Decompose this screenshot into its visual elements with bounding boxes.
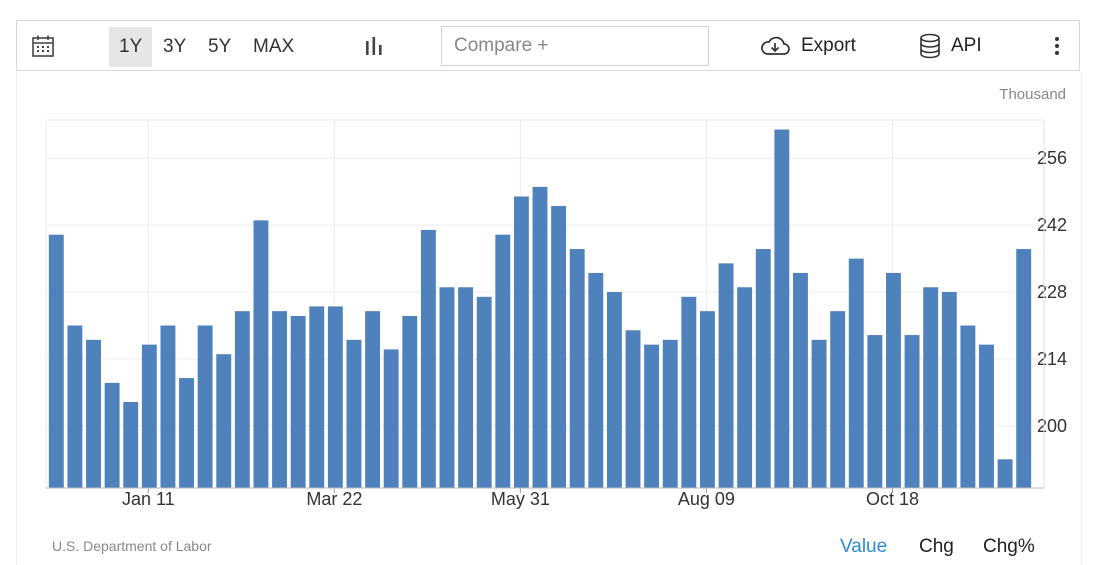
api-button[interactable]: API xyxy=(919,21,999,70)
x-tick-label: Mar 22 xyxy=(306,489,362,509)
bar xyxy=(532,186,548,488)
unit-label: Thousand xyxy=(999,86,1066,103)
bar xyxy=(365,311,381,488)
bar xyxy=(216,354,232,488)
bar xyxy=(123,401,139,488)
view-mode-chg[interactable]: Chg xyxy=(919,536,954,557)
bar xyxy=(867,335,883,488)
x-tick-label: Aug 09 xyxy=(678,489,735,509)
bar xyxy=(402,315,418,488)
y-tick-label: 228 xyxy=(1037,282,1067,302)
bar xyxy=(569,249,585,488)
bar xyxy=(960,325,976,488)
bar xyxy=(904,335,920,488)
more-vertical-icon[interactable] xyxy=(1047,21,1067,70)
compare-input[interactable] xyxy=(441,26,709,66)
bar xyxy=(551,206,567,488)
bar xyxy=(104,382,120,488)
bar xyxy=(830,311,846,488)
bar xyxy=(420,229,436,489)
database-icon xyxy=(919,33,941,59)
bar xyxy=(346,339,362,488)
range-max-button[interactable]: MAX xyxy=(253,36,295,57)
range-1y-button[interactable]: 1Y xyxy=(109,27,153,67)
bar xyxy=(699,311,715,488)
bar xyxy=(197,325,213,488)
bar xyxy=(290,315,306,488)
bar xyxy=(327,306,343,488)
bar xyxy=(513,196,529,488)
bar xyxy=(141,344,157,488)
view-mode-chg-percent[interactable]: Chg% xyxy=(983,536,1035,557)
bar xyxy=(644,344,660,488)
bar xyxy=(923,287,939,488)
bar xyxy=(383,349,399,488)
api-label: API xyxy=(951,34,982,56)
range-3y-button[interactable]: 3Y xyxy=(163,36,187,57)
y-tick-label: 242 xyxy=(1037,215,1067,235)
bar xyxy=(848,258,864,488)
bar xyxy=(48,234,64,488)
bar xyxy=(886,272,901,488)
x-tick-label: May 31 xyxy=(491,489,550,509)
export-button[interactable]: Export xyxy=(759,21,869,70)
export-label: Export xyxy=(801,34,856,56)
bar xyxy=(811,339,827,488)
bar xyxy=(160,325,176,488)
bar xyxy=(979,344,994,488)
bar xyxy=(774,129,790,488)
bar xyxy=(588,272,604,488)
view-mode-value[interactable]: Value xyxy=(840,536,888,557)
bar xyxy=(234,311,250,488)
bar xyxy=(458,287,474,488)
calendar-icon[interactable] xyxy=(29,21,57,70)
bar xyxy=(681,296,697,488)
source-label: U.S. Department of Labor xyxy=(52,538,212,554)
bar xyxy=(272,311,287,488)
bar xyxy=(253,220,269,488)
bar xyxy=(309,306,325,488)
bar xyxy=(179,378,194,488)
bar xyxy=(737,287,753,488)
bar xyxy=(625,330,641,488)
bar xyxy=(606,292,622,488)
x-tick-label: Jan 11 xyxy=(122,489,175,509)
bar xyxy=(997,459,1013,488)
bar xyxy=(755,249,771,488)
chart-panel xyxy=(16,72,1082,565)
y-tick-label: 256 xyxy=(1037,148,1067,168)
y-tick-label: 214 xyxy=(1037,349,1067,369)
bar xyxy=(1016,249,1032,488)
bar xyxy=(67,325,83,488)
chart-toolbar: 1Y 3Y 5Y MAX Export API xyxy=(16,20,1080,71)
bar xyxy=(476,296,492,488)
bar-chart-icon[interactable] xyxy=(361,21,387,70)
bar xyxy=(495,234,511,488)
bar xyxy=(86,339,101,488)
bar xyxy=(941,292,957,488)
x-tick-label: Oct 18 xyxy=(866,489,919,509)
bar xyxy=(793,272,808,488)
cloud-download-icon xyxy=(759,35,791,57)
y-tick-label: 200 xyxy=(1037,416,1067,436)
bar xyxy=(439,287,455,488)
range-5y-button[interactable]: 5Y xyxy=(208,36,232,57)
bar xyxy=(718,263,734,488)
bar xyxy=(662,339,678,488)
